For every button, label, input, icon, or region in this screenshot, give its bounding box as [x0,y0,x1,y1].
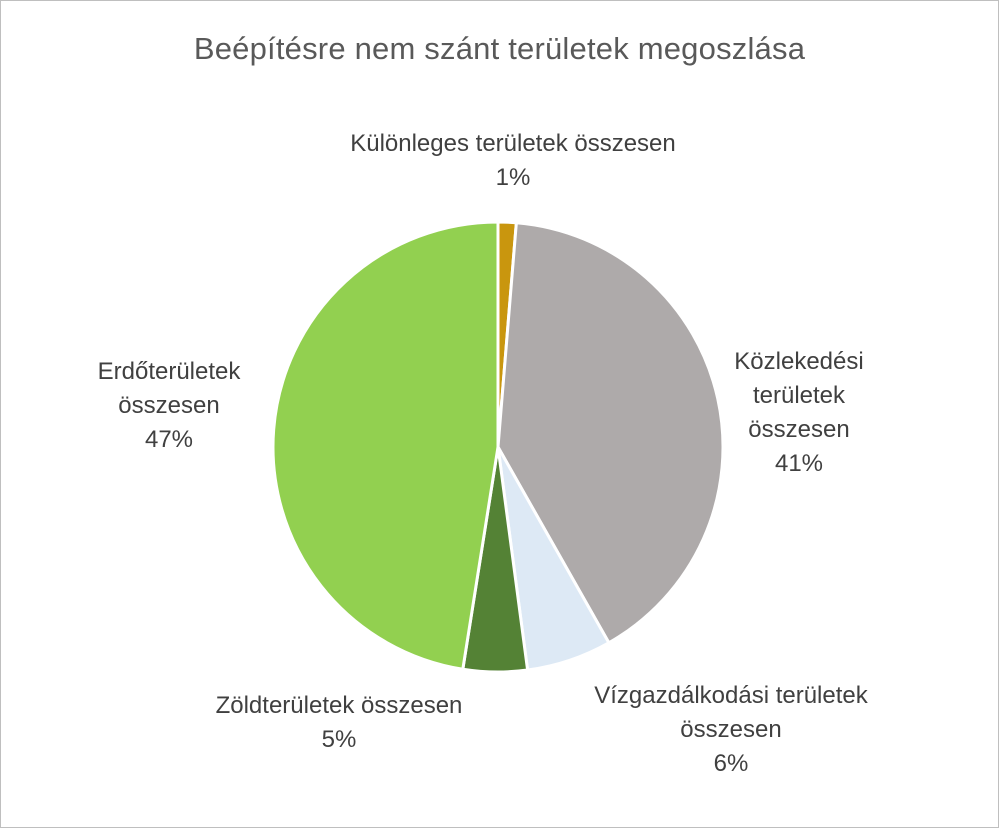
slice-label-2: Közlekedési területek összesen 41% [734,348,863,477]
slice-name-line: Különleges területek összesen [350,130,676,157]
slice-name-line: összesen [680,716,781,743]
pie-slice-2 [496,221,725,645]
slice-label-3: Vízgazdálkodási területek összesen 6% [594,682,868,777]
pie-slice-5 [271,220,500,671]
slice-name-line: Zöldterületek összesen [216,692,463,719]
slice-name-line: összesen [118,392,219,419]
slice-name-line: összesen [748,416,849,443]
slice-label-4: Zöldterületek összesen 5% [216,692,463,753]
slice-percent: 47% [145,426,193,453]
slice-name-line: Vízgazdálkodási területek [594,682,868,709]
slice-percent: 41% [775,450,823,477]
slice-name-line: területek [753,382,846,409]
slice-name-line: Erdőterületek [98,358,242,385]
slice-percent: 6% [714,750,749,777]
slice-name-line: Közlekedési [734,348,863,375]
chart-title: Beépítésre nem szánt területek megoszlás… [193,31,806,66]
slice-percent: 1% [496,164,531,191]
slice-percent: 5% [322,726,357,753]
slice-label-5: Erdőterületek összesen 47% [98,358,242,453]
slice-label-1: Különleges területek összesen 1% [350,130,676,191]
